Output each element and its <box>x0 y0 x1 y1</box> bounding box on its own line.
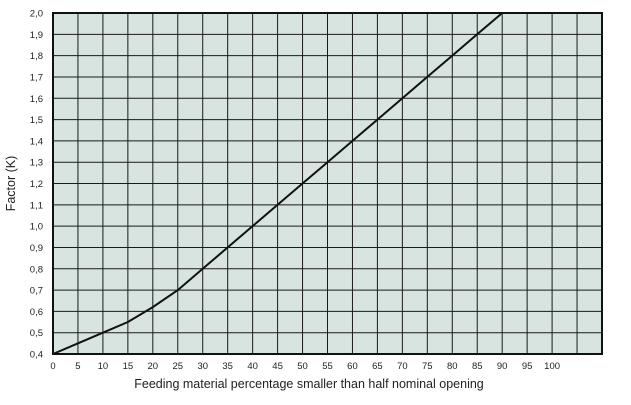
y-tick-label: 0,8 <box>30 264 43 275</box>
y-tick-label: 1,3 <box>30 158 43 169</box>
y-tick-label: 0,7 <box>30 286 43 297</box>
y-tick-label: 1,9 <box>30 30 43 41</box>
x-tick-label: 85 <box>472 361 483 372</box>
y-tick-label: 1,4 <box>30 136 43 147</box>
y-tick-label: 1,2 <box>30 179 43 190</box>
y-tick-label: 1,8 <box>30 51 43 62</box>
x-tick-label: 35 <box>222 361 233 372</box>
x-axis-ticks: 0 5 10 15 20 25 30 35 40 45 50 55 60 65 70 75 80 85 90 95 10… <box>50 361 560 372</box>
x-tick-label: 25 <box>172 361 183 372</box>
x-tick-label: 30 <box>197 361 208 372</box>
grid-lines <box>52 12 603 355</box>
x-tick-label: 60 <box>347 361 358 372</box>
x-tick-label: 70 <box>397 361 408 372</box>
y-tick-label: 1,0 <box>30 222 43 233</box>
plot-frame <box>52 12 603 355</box>
y-axis-label: Factor (K) <box>4 156 18 212</box>
x-tick-label: 50 <box>297 361 308 372</box>
x-tick-label: 100 <box>544 361 560 372</box>
x-tick-label: 55 <box>322 361 333 372</box>
x-axis-label: Feeding material percentage smaller than… <box>134 377 484 391</box>
y-tick-label: 0,9 <box>30 243 43 254</box>
x-tick-label: 15 <box>123 361 134 372</box>
y-tick-label: 0,6 <box>30 307 43 318</box>
x-tick-label: 95 <box>522 361 533 372</box>
x-tick-label: 75 <box>422 361 433 372</box>
y-tick-label: 1,5 <box>30 115 43 126</box>
y-axis-ticks: 0,4 0,5 0,6 0,7 0,8 0,9 1,0 1,1 1,2 1,3 1,4 1,5 1,6 1… <box>30 9 43 361</box>
y-tick-label: 0,4 <box>30 350 43 361</box>
x-tick-label: 40 <box>247 361 258 372</box>
x-tick-label: 20 <box>148 361 159 372</box>
y-tick-label: 1,7 <box>30 72 43 83</box>
x-tick-label: 45 <box>272 361 283 372</box>
y-tick-label: 0,5 <box>30 328 43 339</box>
x-tick-label: 65 <box>372 361 383 372</box>
x-tick-label: 10 <box>98 361 109 372</box>
y-tick-label: 2,0 <box>30 9 43 20</box>
y-tick-label: 1,6 <box>30 94 43 105</box>
factor-curve-line <box>52 12 503 355</box>
x-tick-label: 5 <box>75 361 80 372</box>
x-tick-label: 80 <box>447 361 458 372</box>
y-tick-label: 1,1 <box>30 200 43 211</box>
x-tick-label: 0 <box>50 361 55 372</box>
x-tick-label: 90 <box>497 361 508 372</box>
